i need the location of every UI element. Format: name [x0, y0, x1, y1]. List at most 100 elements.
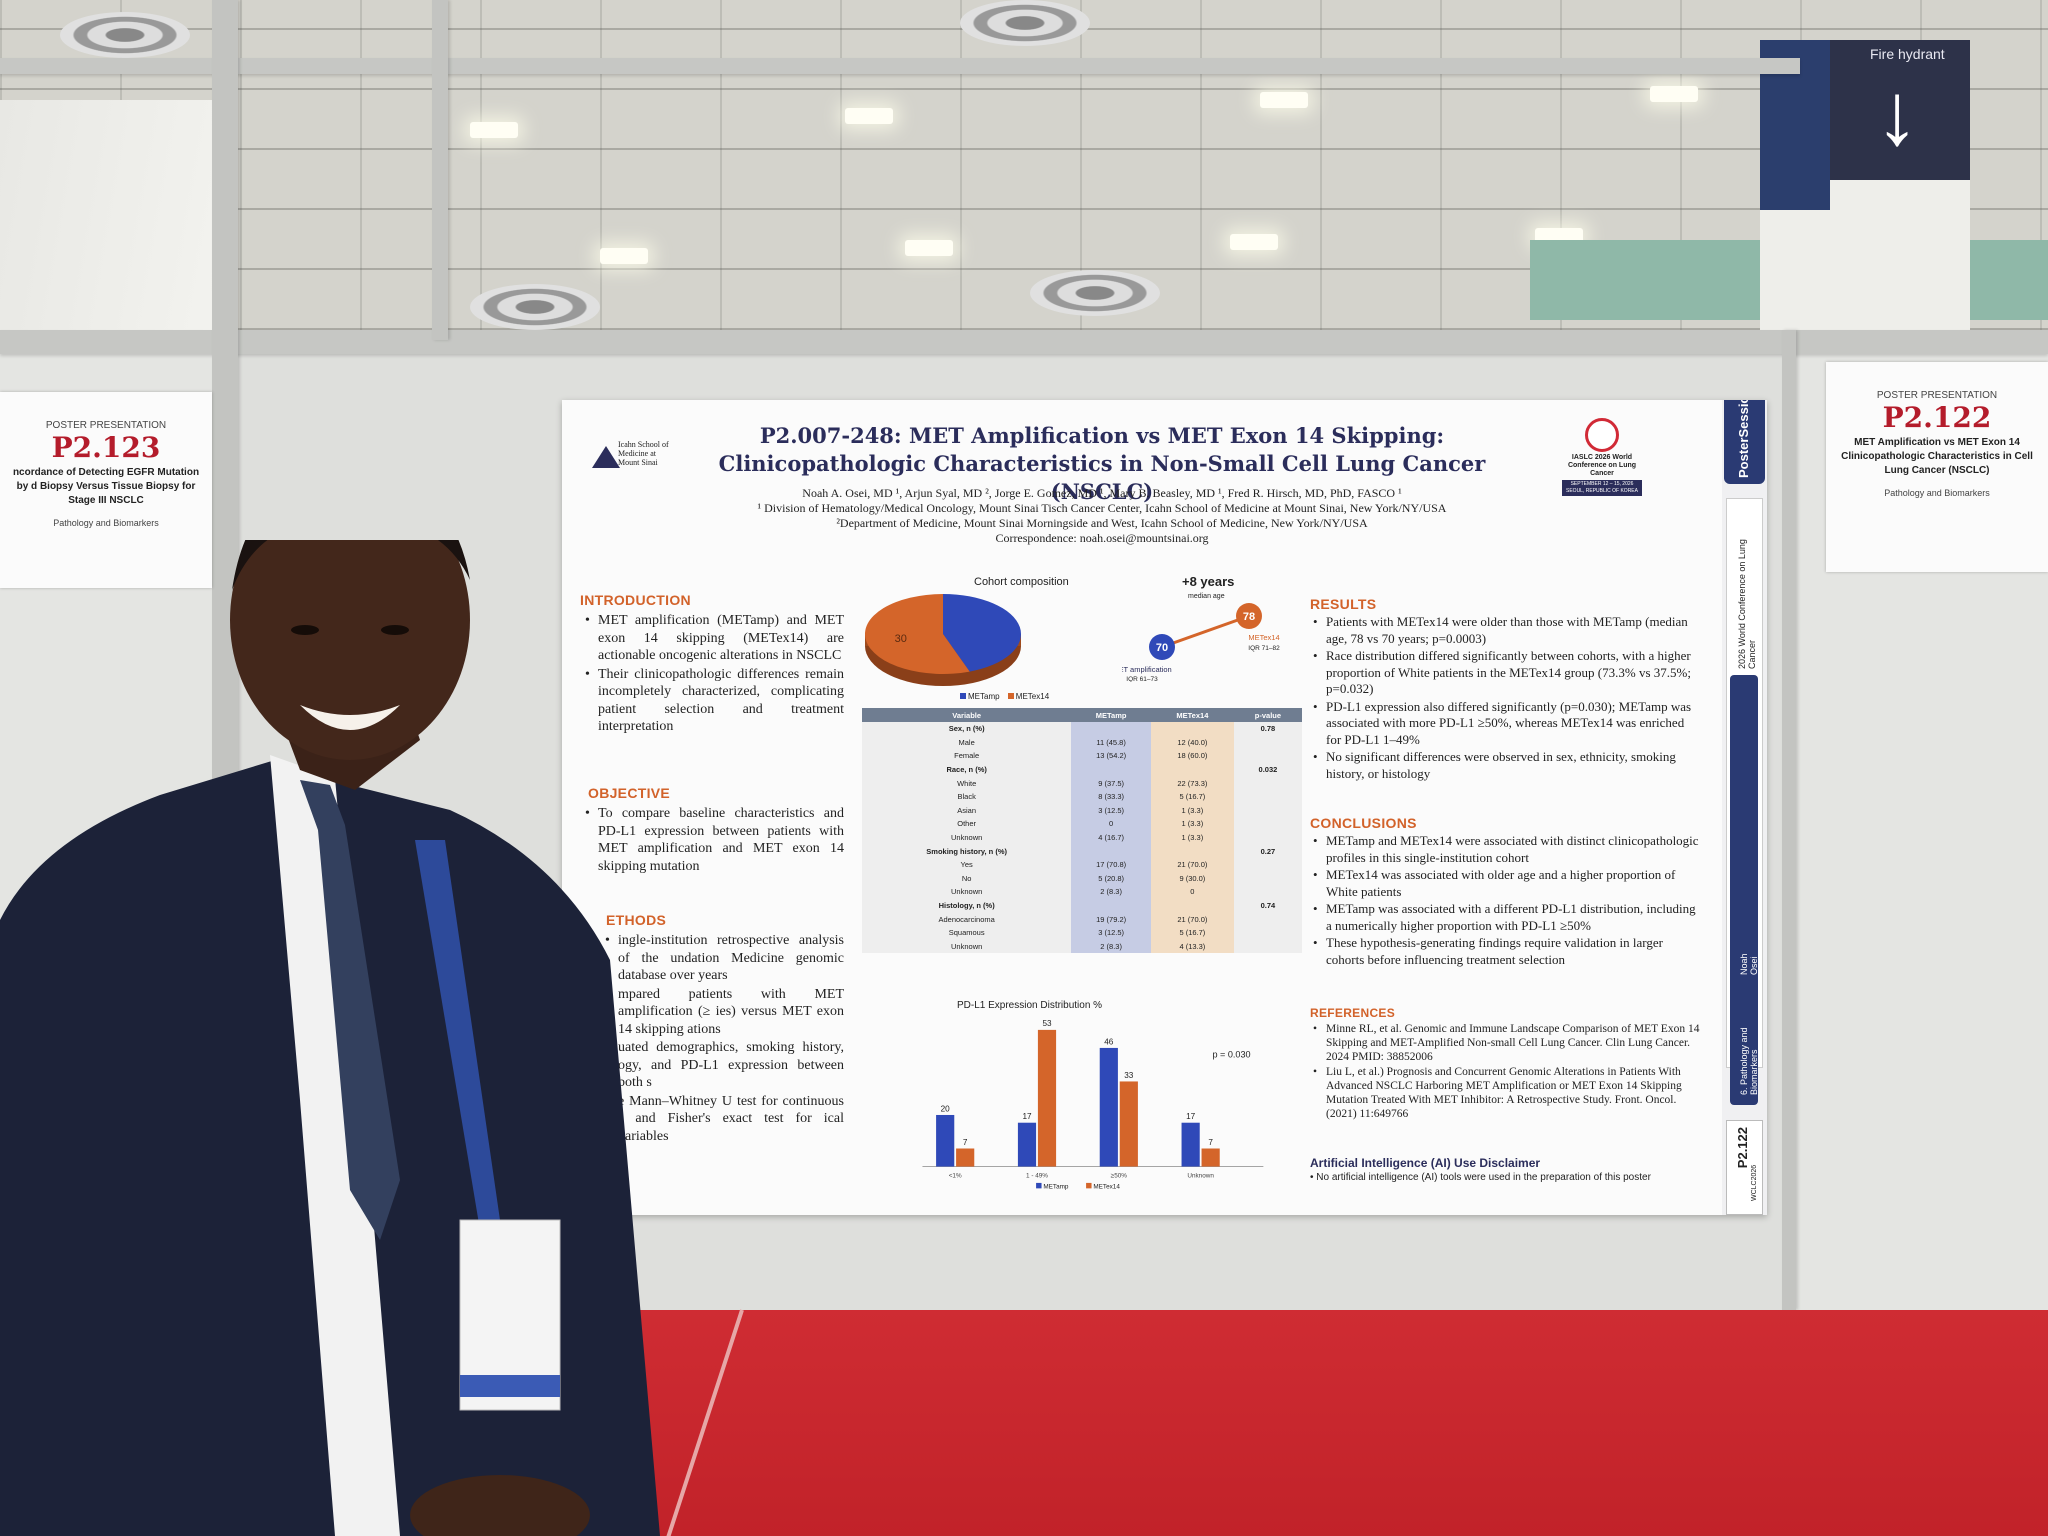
poster-title-line2: Clinicopathologic Characteristics in Non… — [718, 451, 1486, 504]
conclusions-list: METamp and METex14 were associated with … — [1310, 833, 1700, 969]
table-row: White 9 (37.5) 22 (73.3) — [862, 776, 1302, 790]
table-cell: 1 (3.3) — [1150, 803, 1234, 818]
affiliation-2: ²Department of Medicine, Mount Sinai Mor… — [836, 516, 1368, 530]
x-tick-label: ≥50% — [1111, 1172, 1128, 1179]
table-cell: 1 (3.3) — [1150, 830, 1234, 845]
table-cell: 5 (16.7) — [1150, 925, 1234, 940]
sidebar-conf: 2026 World Conference on Lung Cancer — [1737, 539, 1757, 669]
main-poster: Icahn School of Medicine at Mount Sinai … — [562, 400, 1767, 1215]
table-cell: 2 (8.3) — [1071, 939, 1151, 954]
frame-post — [432, 0, 448, 340]
ceiling-light — [600, 248, 648, 264]
table-cell: Histology, n (%) — [862, 898, 1072, 913]
table-cell: No — [862, 871, 1072, 886]
table-row: Sex, n (%) 0.78 — [862, 722, 1302, 736]
table-cell — [1071, 722, 1151, 736]
table-cell: 17 (70.8) — [1071, 857, 1151, 872]
legend-swatch-metex14 — [1007, 693, 1014, 699]
table-row: Adenocarcinoma 19 (79.2) 21 (70.0) — [862, 912, 1302, 926]
table-cell: Female — [862, 749, 1072, 763]
table-cell — [1233, 912, 1302, 926]
intro-heading: INTRODUCTION — [580, 592, 691, 608]
legend-swatch — [1036, 1182, 1042, 1189]
table-body: Sex, n (%) 0.78 Male 11 (45.8) 12 (40.0) Fema… — [862, 722, 1302, 954]
cohort-pie-chart: 30 — [865, 594, 1021, 686]
sidebar-author: Noah Osei — [1739, 953, 1759, 975]
ceiling-vent — [60, 12, 190, 58]
table-cell: 3 (12.5) — [1071, 803, 1151, 818]
conclusions-item: METex14 was associated with older age an… — [1310, 867, 1700, 900]
table-header-row: Variable METamp METex14 p-value — [862, 708, 1302, 722]
presenter-person — [0, 540, 660, 1536]
table-row: Male 11 (45.8) 12 (40.0) — [862, 735, 1302, 750]
table-cell: 11 (45.8) — [1071, 735, 1151, 750]
ceiling-vent — [470, 284, 600, 330]
results-item: Patients with METex14 were older than th… — [1310, 614, 1700, 647]
bar-metamp-2 — [1099, 1047, 1118, 1167]
authors: Noah A. Osei, MD ¹, Arjun Syal, MD ², Jo… — [802, 486, 1402, 500]
table-cell: Yes — [862, 857, 1072, 872]
characteristics-table: Variable METamp METex14 p-value Sex, n (%) 0… — [862, 708, 1302, 954]
median-age-graphic: +8 years median age 70 78 MET amplificat… — [1122, 574, 1280, 682]
ceiling — [0, 0, 2048, 330]
mount-sinai-logo-text: Icahn School of Medicine at Mount Sinai — [618, 440, 669, 467]
sign-text: Fire hydrant — [1870, 46, 1945, 62]
mountain-icon — [592, 446, 620, 468]
correspondence: Correspondence: noah.osei@mountsinai.org — [995, 531, 1209, 545]
table-cell: 21 (70.0) — [1150, 857, 1234, 872]
frame-bar-top — [0, 330, 2048, 354]
bar-value-label: 20 — [941, 1104, 951, 1113]
age-sub: median age — [1188, 593, 1225, 600]
table-cell: 21 (70.0) — [1150, 912, 1234, 926]
table-row: Histology, n (%) 0.74 — [862, 898, 1302, 913]
mount-sinai-logo: Icahn School of Medicine at Mount Sinai — [592, 440, 682, 490]
table-row: Unknown 4 (16.7) 1 (3.3) — [862, 830, 1302, 845]
legend-swatch-metamp — [960, 693, 966, 699]
table-cell: Asian — [862, 803, 1072, 818]
table-cell: 9 (37.5) — [1071, 776, 1151, 790]
bar-value-label: 46 — [1104, 1037, 1114, 1046]
bar-metamp-1 — [1017, 1122, 1037, 1167]
table-row: Other 0 1 (3.3) — [862, 817, 1302, 831]
ceiling-light — [905, 240, 953, 256]
table-row: Black 8 (33.3) 5 (16.7) — [862, 789, 1302, 804]
table-cell: 5 (16.7) — [1150, 789, 1234, 804]
intro-item: MET amplification (METamp) and MET exon … — [582, 612, 844, 665]
left-poster-topic: Pathology and Biomarkers — [53, 518, 159, 528]
results-item: Race distribution differed significantly… — [1310, 648, 1700, 698]
ceiling-vent — [1030, 270, 1160, 316]
ceiling-light — [1650, 86, 1698, 102]
table-row: No 5 (20.8) 9 (30.0) — [862, 871, 1302, 886]
results-item: PD-L1 expression also differed significa… — [1310, 699, 1700, 749]
sidebar-tag: WCLC2026 — [1751, 1164, 1758, 1201]
pie-slice-metamp — [943, 594, 1021, 672]
table-cell: Black — [862, 789, 1072, 804]
left-poster-title: ncordance of Detecting EGFR Mutation by … — [12, 467, 200, 506]
frame-post — [1782, 330, 1796, 1310]
table-cell: Unknown — [862, 830, 1072, 845]
sidebar-topic: 6. Pathology and Biomarkers — [1739, 1027, 1759, 1095]
methods-item: uated demographics, smoking history, ogy… — [602, 1039, 844, 1092]
table-row: Yes 17 (70.8) 21 (70.0) — [862, 857, 1302, 872]
table-cell: Squamous — [862, 925, 1072, 940]
hand — [410, 1475, 590, 1536]
table-cell: 2 (8.3) — [1071, 885, 1151, 899]
ceiling-light — [845, 108, 893, 124]
age-dot-metex14 — [1236, 603, 1262, 629]
table-cell — [1233, 871, 1302, 886]
results-item: No significant differences were observed… — [1310, 749, 1700, 782]
left-poster-label: POSTER PRESENTATION — [45, 420, 167, 431]
pdl1-bar-chart: 20 7 <1% 17 53 1 - 49% 46 33 ≥50% 17 7 Unknown p = 0… — [922, 1019, 1264, 1190]
age-dot-metamp — [1149, 634, 1175, 660]
table-cell: 1 (3.3) — [1150, 817, 1234, 831]
iaslc-logo: IASLC 2026 World Conference on Lung Canc… — [1562, 418, 1642, 496]
references-heading: REFERENCES — [1310, 1006, 1396, 1020]
table-cell — [1233, 857, 1302, 872]
legend-label: METamp — [1043, 1183, 1069, 1190]
table-row: Squamous 3 (12.5) 5 (16.7) — [862, 925, 1302, 940]
legend-swatch — [1086, 1182, 1092, 1189]
table-cell: 5 (20.8) — [1071, 871, 1151, 886]
table-cell — [1233, 789, 1302, 804]
pie-title: Cohort composition — [974, 576, 1069, 588]
right-poster-number: P2.122 — [1882, 401, 1992, 434]
